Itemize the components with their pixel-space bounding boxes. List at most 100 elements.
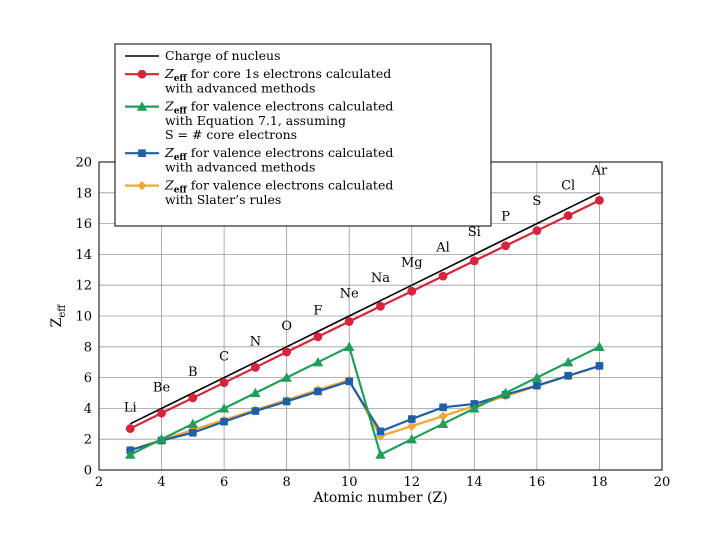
legend-swatch-marker bbox=[136, 101, 148, 111]
data-point bbox=[469, 403, 480, 413]
legend-swatch-marker bbox=[138, 149, 146, 157]
series bbox=[125, 192, 605, 459]
data-point bbox=[189, 428, 197, 437]
data-point bbox=[314, 387, 322, 396]
element-label: P bbox=[501, 210, 510, 225]
data-point bbox=[218, 403, 230, 413]
x-tick-label: 18 bbox=[591, 475, 608, 490]
data-point bbox=[345, 377, 354, 386]
legend-label: with Equation 7.1, assuming bbox=[165, 113, 346, 128]
x-tick-label: 2 bbox=[95, 475, 103, 490]
series-line bbox=[129, 345, 600, 457]
data-point bbox=[594, 341, 605, 351]
y-tick-label: 12 bbox=[75, 279, 92, 294]
data-point bbox=[313, 332, 323, 342]
legend-item: Zeff for valence electrons calculatedwit… bbox=[125, 178, 393, 207]
data-point bbox=[281, 372, 292, 382]
element-label: Mg bbox=[401, 256, 423, 271]
data-point bbox=[437, 418, 449, 428]
legend-zeff-main: Z bbox=[164, 99, 174, 114]
data-point bbox=[407, 286, 417, 296]
data-point bbox=[564, 371, 572, 380]
legend-zeff-main: Z bbox=[164, 66, 174, 81]
element-label: Be bbox=[153, 380, 171, 395]
legend-label: Zeff for valence electrons calculated bbox=[164, 99, 393, 117]
data-point bbox=[407, 415, 416, 423]
data-point bbox=[439, 403, 447, 412]
element-label: Si bbox=[468, 225, 481, 240]
series-1 bbox=[125, 195, 604, 433]
x-tick-label: 6 bbox=[220, 475, 228, 490]
legend-item: Zeff for valence electrons calculatedwit… bbox=[125, 145, 393, 174]
data-point bbox=[375, 449, 386, 459]
legend-text-rest: for valence electrons calculated bbox=[187, 99, 394, 114]
legend-item: Zeff for valence electrons calculatedwit… bbox=[125, 99, 393, 142]
element-label: N bbox=[250, 334, 261, 349]
data-point bbox=[376, 427, 385, 436]
data-point bbox=[219, 378, 229, 388]
y-tick-label: 16 bbox=[75, 217, 92, 232]
data-point bbox=[156, 434, 167, 444]
legend-label: Zeff for valence electrons calculated bbox=[164, 145, 393, 163]
y-tick-label: 4 bbox=[84, 402, 92, 417]
y-tick-label: 6 bbox=[84, 371, 92, 386]
x-tick-label: 4 bbox=[157, 475, 165, 490]
data-point bbox=[282, 347, 292, 357]
element-label: Cl bbox=[561, 179, 575, 194]
data-point bbox=[407, 421, 417, 431]
legend-item: Charge of nucleus bbox=[125, 48, 281, 63]
legend-zeff-main: Z bbox=[164, 178, 174, 193]
data-point bbox=[125, 449, 136, 459]
legend-zeff-sub: eff bbox=[174, 74, 188, 84]
legend-swatch-marker bbox=[137, 69, 147, 79]
legend: Charge of nucleus Zeff for core 1s electr… bbox=[114, 43, 492, 227]
y-tick-label: 10 bbox=[75, 310, 92, 325]
legend-zeff-sub: eff bbox=[174, 186, 188, 196]
data-point bbox=[533, 381, 541, 390]
data-point bbox=[532, 226, 542, 236]
legend-label: Charge of nucleus bbox=[165, 48, 281, 63]
legend-label: S = # core electrons bbox=[165, 127, 297, 142]
legend-zeff-sub: eff bbox=[174, 107, 188, 117]
data-point bbox=[595, 195, 604, 205]
data-point bbox=[251, 407, 260, 415]
series-line bbox=[129, 192, 600, 425]
data-point bbox=[438, 411, 448, 421]
legend-label: with advanced methods bbox=[165, 80, 315, 95]
x-axis-title: Atomic number (Z) bbox=[312, 490, 447, 506]
legend-label: Zeff for valence electrons calculated bbox=[164, 178, 393, 196]
legend-swatch-marker bbox=[137, 181, 147, 191]
x-tick-label: 8 bbox=[283, 475, 291, 490]
element-label: Na bbox=[371, 271, 390, 286]
data-point bbox=[220, 417, 228, 426]
data-point bbox=[125, 424, 135, 433]
y-axis-title-main: Z bbox=[49, 317, 65, 327]
legend-zeff-sub: eff bbox=[174, 153, 188, 163]
legend-label: with Slater’s rules bbox=[165, 192, 281, 207]
element-label: O bbox=[281, 319, 292, 334]
data-point bbox=[312, 357, 324, 367]
data-point bbox=[282, 397, 291, 406]
legend-item: Zeff for core 1s electrons calculatedwit… bbox=[125, 66, 391, 95]
element-label: Ar bbox=[591, 163, 608, 178]
element-label: Li bbox=[124, 400, 137, 415]
x-tick-label: 16 bbox=[529, 475, 546, 490]
element-label: F bbox=[313, 303, 322, 318]
legend-label: with advanced methods bbox=[165, 159, 315, 174]
legend-text-rest: for valence electrons calculated bbox=[187, 178, 394, 193]
data-point bbox=[250, 387, 261, 398]
y-axis-title: Zeff bbox=[49, 304, 68, 328]
data-point bbox=[344, 317, 354, 326]
legend-zeff-main: Z bbox=[164, 145, 174, 160]
y-tick-label: 8 bbox=[84, 340, 92, 355]
data-point bbox=[531, 372, 543, 382]
series-line bbox=[129, 199, 600, 430]
element-label: B bbox=[188, 365, 198, 380]
y-tick-label: 2 bbox=[84, 433, 92, 448]
legend-text-rest: for core 1s electrons calculated bbox=[187, 66, 391, 81]
element-label: Al bbox=[435, 240, 450, 255]
data-point bbox=[406, 434, 417, 444]
data-point bbox=[501, 241, 511, 251]
